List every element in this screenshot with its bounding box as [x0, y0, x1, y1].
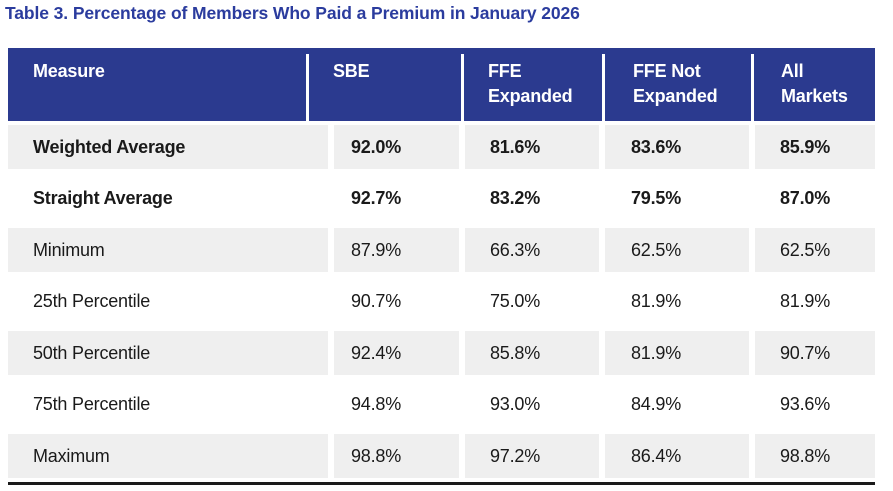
- value-cell: 66.3%: [465, 228, 599, 272]
- row-label-cell: Weighted Average: [8, 125, 328, 169]
- column-header-sbe: SBE: [333, 61, 370, 81]
- value-cell: 93.0%: [490, 394, 541, 414]
- header-divider: [306, 54, 309, 121]
- value-cell: 98.8%: [755, 434, 875, 478]
- row-label-cell: Minimum: [8, 228, 328, 272]
- value-cell: 85.9%: [755, 125, 875, 169]
- value-cell: 79.5%: [631, 188, 682, 208]
- header-divider: [461, 54, 464, 121]
- value-cell: 85.8%: [465, 331, 599, 375]
- table-header-row: Measure SBE FFE Expanded FFE Not Expande…: [8, 48, 875, 121]
- value-cell: 93.6%: [780, 394, 831, 414]
- value-cell: 94.8%: [351, 394, 402, 414]
- table-row: Minimum 87.9% 66.3% 62.5% 62.5%: [8, 224, 875, 276]
- table-row: 75th Percentile 94.8% 93.0% 84.9% 93.6%: [8, 379, 875, 431]
- value-cell: 62.5%: [755, 228, 875, 272]
- value-cell: 83.6%: [605, 125, 749, 169]
- value-cell: 97.2%: [465, 434, 599, 478]
- table-row: 25th Percentile 90.7% 75.0% 81.9% 81.9%: [8, 276, 875, 328]
- row-label-cell: Straight Average: [33, 188, 173, 208]
- column-header-ffe-not-expanded: FFE Not Expanded: [633, 61, 718, 106]
- value-cell: 86.4%: [605, 434, 749, 478]
- value-cell: 83.2%: [490, 188, 541, 208]
- column-header-ffe-expanded: FFE Expanded: [488, 61, 573, 106]
- value-cell: 87.9%: [334, 228, 459, 272]
- row-label-cell: 50th Percentile: [8, 331, 328, 375]
- value-cell: 90.7%: [755, 331, 875, 375]
- table-title: Table 3. Percentage of Members Who Paid …: [5, 3, 580, 23]
- table-bottom-border: [8, 481, 875, 485]
- value-cell: 81.6%: [465, 125, 599, 169]
- value-cell: 90.7%: [351, 291, 402, 311]
- value-cell: 75.0%: [490, 291, 541, 311]
- premium-payment-table: Measure SBE FFE Expanded FFE Not Expande…: [8, 48, 875, 485]
- value-cell: 87.0%: [780, 188, 831, 208]
- column-header-measure: Measure: [33, 61, 105, 81]
- value-cell: 81.9%: [605, 331, 749, 375]
- value-cell: 62.5%: [605, 228, 749, 272]
- table-row: Straight Average 92.7% 83.2% 79.5% 87.0%: [8, 173, 875, 225]
- table-row: 50th Percentile 92.4% 85.8% 81.9% 90.7%: [8, 327, 875, 379]
- table-row: Maximum 98.8% 97.2% 86.4% 98.8%: [8, 430, 875, 482]
- value-cell: 92.0%: [334, 125, 459, 169]
- header-divider: [751, 54, 754, 121]
- value-cell: 92.7%: [351, 188, 402, 208]
- value-cell: 92.4%: [334, 331, 459, 375]
- value-cell: 81.9%: [780, 291, 831, 311]
- column-header-all-markets: All Markets: [781, 61, 848, 106]
- table-row: Weighted Average 92.0% 81.6% 83.6% 85.9%: [8, 121, 875, 173]
- value-cell: 81.9%: [631, 291, 682, 311]
- value-cell: 98.8%: [334, 434, 459, 478]
- row-label-cell: Maximum: [8, 434, 328, 478]
- header-divider: [602, 54, 605, 121]
- row-label-cell: 25th Percentile: [33, 291, 151, 311]
- row-label-cell: 75th Percentile: [33, 394, 151, 414]
- value-cell: 84.9%: [631, 394, 682, 414]
